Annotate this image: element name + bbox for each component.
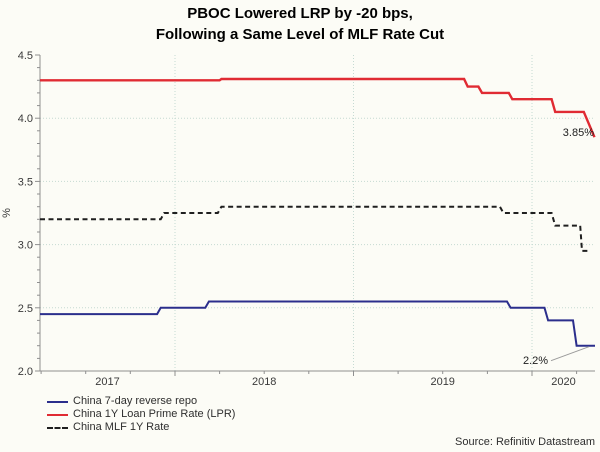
- series-line-1: [40, 77, 596, 138]
- y-tick-label: 4.0: [18, 113, 33, 125]
- series-line-2: [40, 205, 590, 252]
- y-tick-label: 4.5: [18, 50, 33, 62]
- y-tick-label: 2.0: [18, 366, 33, 378]
- legend-item-mlf: China MLF 1Y Rate: [47, 421, 235, 434]
- x-year-label: 2018: [252, 376, 276, 388]
- x-year-label: 2020: [551, 376, 575, 388]
- legend-item-repo: China 7-day reverse repo: [47, 395, 235, 408]
- legend-label-mlf: China MLF 1Y Rate: [73, 421, 170, 433]
- legend-label-repo: China 7-day reverse repo: [73, 395, 198, 407]
- legend-line-sample-mlf: [47, 426, 68, 429]
- annotation-lpr-last-value: 3.85%: [562, 127, 594, 139]
- annotation-leader-line: [550, 346, 590, 362]
- x-year-label: 2017: [95, 376, 119, 388]
- legend: China 7-day reverse repo China 1Y Loan P…: [47, 395, 235, 434]
- chart-title: PBOC Lowered LRP by -20 bps, Following a…: [0, 3, 600, 45]
- annotation-repo-last-value: 2.2%: [523, 355, 549, 367]
- source-credit: Source: Refinitiv Datastream: [455, 436, 595, 448]
- series-line-0: [40, 300, 595, 347]
- y-tick-label: 3.0: [18, 240, 33, 252]
- y-tick-label: 3.5: [18, 176, 33, 188]
- chart-title-line1: PBOC Lowered LRP by -20 bps,: [187, 5, 413, 22]
- legend-label-lpr: China 1Y Loan Prime Rate (LPR): [73, 408, 236, 420]
- chart-title-line2: Following a Same Level of MLF Rate Cut: [155, 26, 445, 43]
- y-tick-label: 2.5: [18, 303, 33, 315]
- legend-line-sample-lpr: [47, 413, 68, 416]
- x-year-label: 2019: [430, 376, 454, 388]
- legend-item-lpr: China 1Y Loan Prime Rate (LPR): [47, 408, 235, 421]
- legend-line-sample-repo: [47, 400, 68, 403]
